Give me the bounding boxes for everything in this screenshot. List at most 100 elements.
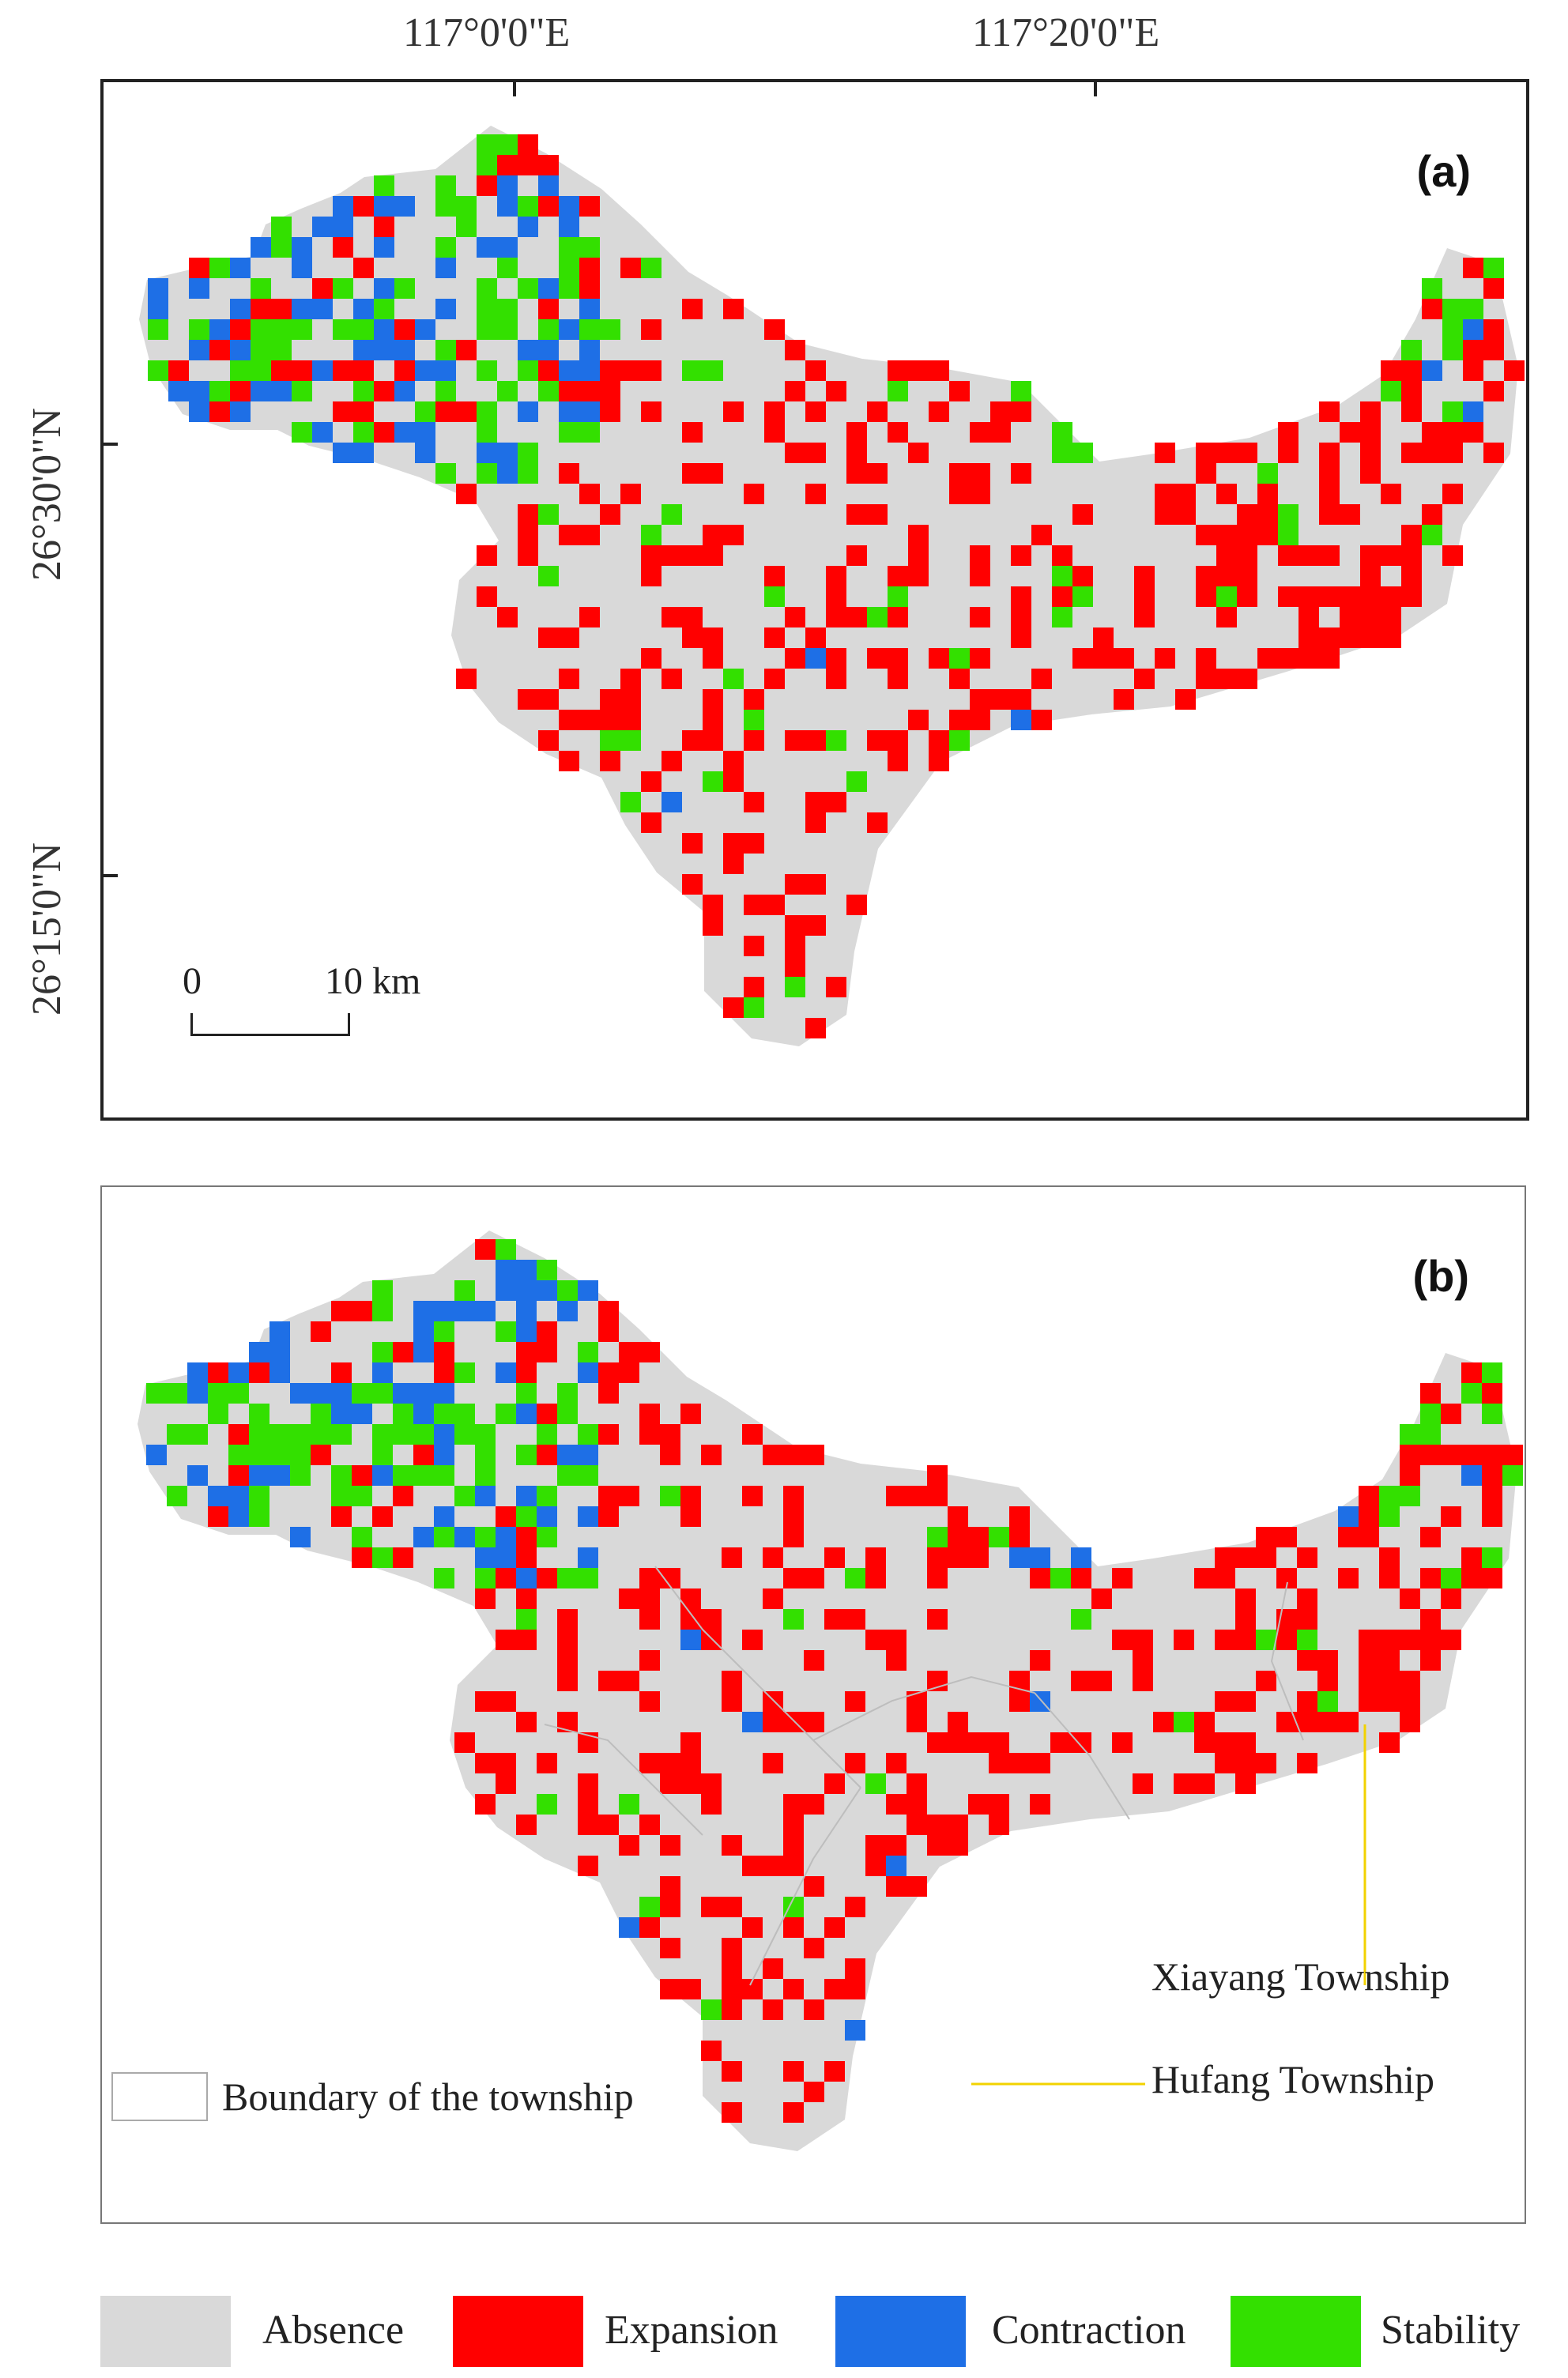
expansion-cell xyxy=(1031,710,1052,730)
expansion-cell xyxy=(826,792,846,812)
stability-cell xyxy=(538,504,559,525)
expansion-cell xyxy=(475,1794,496,1815)
expansion-cell xyxy=(1400,1712,1420,1732)
expansion-cell xyxy=(496,1568,516,1588)
stability-cell xyxy=(557,1404,578,1424)
expansion-cell xyxy=(990,401,1011,422)
expansion-cell xyxy=(867,730,888,751)
expansion-cell xyxy=(1072,566,1093,586)
expansion-cell xyxy=(518,525,538,545)
expansion-cell xyxy=(701,1445,722,1465)
expansion-cell xyxy=(948,1835,968,1856)
map-a-svg xyxy=(139,126,1525,1046)
expansion-cell xyxy=(1379,1568,1400,1588)
expansion-cell xyxy=(578,1773,598,1794)
expansion-cell xyxy=(639,1568,660,1588)
expansion-cell xyxy=(518,545,538,566)
expansion-cell xyxy=(559,627,579,648)
expansion-cell xyxy=(682,833,703,854)
expansion-cell xyxy=(927,1465,948,1486)
expansion-cell xyxy=(845,1958,865,1979)
stability-cell xyxy=(475,1465,496,1486)
expansion-cell xyxy=(1071,1671,1091,1691)
contraction-cell xyxy=(537,1280,557,1301)
expansion-cell xyxy=(662,751,682,771)
expansion-cell xyxy=(846,422,867,443)
expansion-cell xyxy=(1340,422,1360,443)
expansion-cell xyxy=(826,586,846,607)
stability-cell xyxy=(230,360,251,381)
latitude-label-26-30: 26°30'0"N xyxy=(24,408,70,581)
expansion-cell xyxy=(763,1691,783,1712)
expansion-cell xyxy=(703,915,723,936)
contraction-cell xyxy=(270,1362,290,1383)
stability-cell xyxy=(146,1383,167,1404)
contraction-cell xyxy=(374,237,394,258)
stability-cell xyxy=(209,258,230,278)
stability-cell xyxy=(1442,401,1463,422)
expansion-cell xyxy=(824,1609,845,1630)
expansion-cell xyxy=(1114,648,1134,669)
expansion-cell xyxy=(352,1465,372,1486)
expansion-cell xyxy=(929,730,949,751)
contraction-cell xyxy=(353,340,374,360)
contraction-cell xyxy=(516,1280,537,1301)
expansion-cell xyxy=(763,1999,783,2020)
expansion-cell xyxy=(886,1835,906,1856)
stability-cell xyxy=(435,196,456,217)
expansion-cell xyxy=(929,648,949,669)
expansion-cell xyxy=(1071,1732,1091,1753)
contraction-cell xyxy=(415,443,435,463)
expansion-cell xyxy=(662,607,682,627)
legend-swatch-contraction xyxy=(835,2296,966,2367)
contraction-cell xyxy=(518,401,538,422)
expansion-cell xyxy=(1134,669,1155,689)
stability-cell xyxy=(1422,278,1442,299)
stability-cell xyxy=(477,155,497,175)
expansion-cell xyxy=(1319,484,1340,504)
expansion-cell xyxy=(742,1630,763,1650)
stability-cell xyxy=(374,299,394,319)
stability-cell xyxy=(251,278,271,299)
expansion-cell xyxy=(1381,545,1401,566)
stability-cell xyxy=(538,319,559,340)
expansion-cell xyxy=(1155,484,1175,504)
stability-cell xyxy=(393,1465,413,1486)
expansion-cell xyxy=(516,1362,537,1383)
expansion-cell xyxy=(1050,1732,1071,1753)
expansion-cell xyxy=(1297,1753,1317,1773)
expansion-cell xyxy=(579,258,600,278)
expansion-cell xyxy=(744,977,764,997)
expansion-cell xyxy=(783,2061,804,2082)
expansion-cell xyxy=(764,669,785,689)
expansion-cell xyxy=(538,627,559,648)
expansion-cell xyxy=(1442,443,1463,463)
expansion-cell xyxy=(538,730,559,751)
expansion-cell xyxy=(1359,1650,1379,1671)
expansion-cell xyxy=(1155,648,1175,669)
panel-label-a: (a) xyxy=(1416,146,1471,196)
stability-cell xyxy=(434,1568,454,1588)
stability-cell xyxy=(888,586,908,607)
stability-cell xyxy=(353,319,374,340)
contraction-cell xyxy=(559,401,579,422)
expansion-cell xyxy=(865,1630,886,1650)
contraction-cell xyxy=(516,1301,537,1321)
expansion-cell xyxy=(845,1609,865,1630)
stability-cell xyxy=(372,1280,393,1301)
stability-cell xyxy=(372,1301,393,1321)
stability-cell xyxy=(271,340,292,360)
contraction-cell xyxy=(333,443,353,463)
expansion-cell xyxy=(1257,648,1278,669)
expansion-cell xyxy=(845,1897,865,1917)
expansion-cell xyxy=(723,771,744,792)
contraction-cell xyxy=(1338,1506,1359,1527)
expansion-cell xyxy=(970,484,990,504)
expansion-cell xyxy=(434,1362,454,1383)
expansion-cell xyxy=(1278,648,1298,669)
stability-cell xyxy=(620,730,641,751)
expansion-cell xyxy=(394,360,415,381)
stability-cell xyxy=(662,504,682,525)
expansion-cell xyxy=(1340,586,1360,607)
expansion-cell xyxy=(1359,1630,1379,1650)
